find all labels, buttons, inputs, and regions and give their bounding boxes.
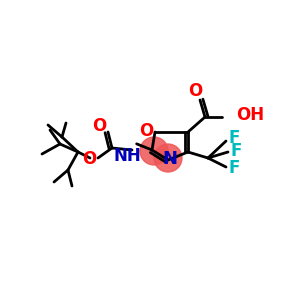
Text: F: F	[230, 142, 242, 160]
Text: F: F	[228, 159, 240, 177]
Text: F: F	[228, 129, 240, 147]
Circle shape	[154, 144, 182, 172]
Text: NH: NH	[113, 147, 141, 165]
Text: O: O	[82, 150, 96, 168]
Text: O: O	[92, 117, 106, 135]
Circle shape	[140, 137, 168, 165]
Text: OH: OH	[236, 106, 264, 124]
Text: O: O	[188, 82, 202, 100]
Text: O: O	[139, 122, 153, 140]
Text: N: N	[163, 150, 178, 168]
